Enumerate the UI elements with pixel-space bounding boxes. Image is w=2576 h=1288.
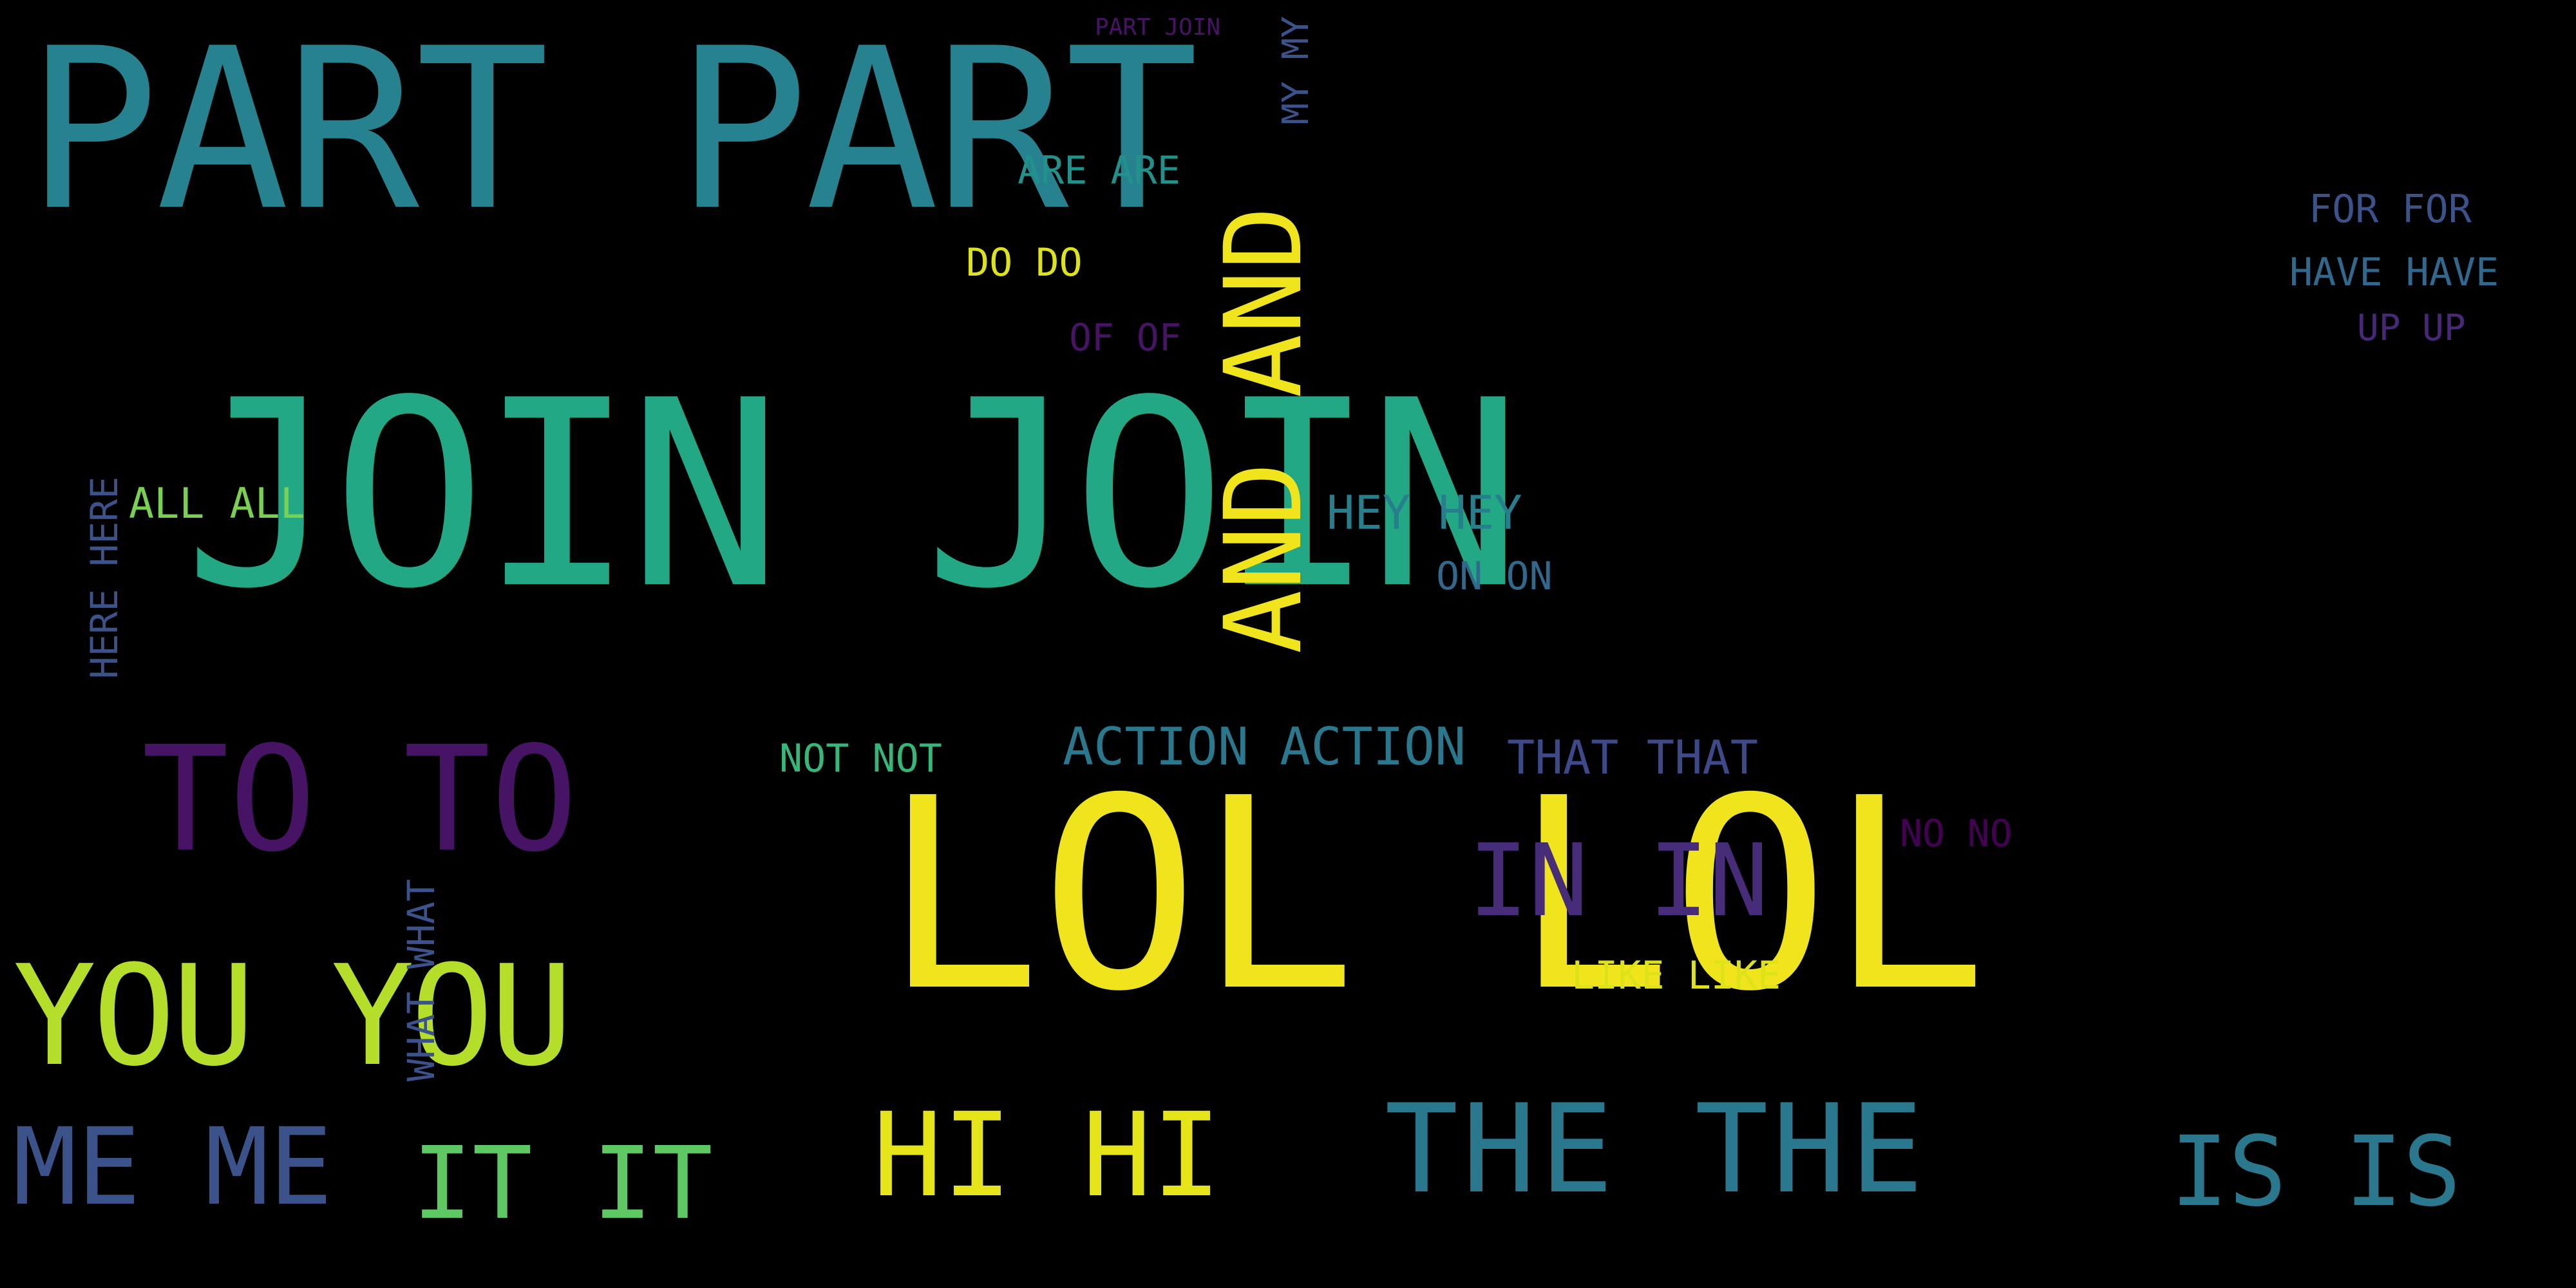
word-here: HERE HERE (82, 477, 126, 679)
word-action: ACTION ACTION (1063, 717, 1466, 777)
word-part: PART PART (26, 1, 1198, 260)
word-no: NO NO (1900, 811, 2012, 855)
word-you: YOU YOU (13, 935, 573, 1097)
word-all: ALL ALL (129, 480, 305, 528)
word-have: HAVE HAVE (2289, 250, 2499, 295)
word-hi: HI HI (873, 1088, 1222, 1223)
word-part-join: PART JOIN (1095, 14, 1221, 41)
word-lol: LOL LOL (882, 741, 1987, 1049)
word-up: UP UP (2357, 307, 2466, 349)
word-hey: HEY HEY (1327, 486, 1522, 540)
word-like: LIKE LIKE (1571, 953, 1781, 998)
word-the: THE THE (1385, 1078, 1927, 1220)
word-in: IN IN (1468, 822, 1769, 939)
word-not: NOT NOT (779, 736, 942, 781)
word-that: THAT THAT (1507, 730, 1759, 784)
word-are: ARE ARE (1018, 148, 1180, 193)
word-what: WHAT WHAT (399, 879, 443, 1082)
word-is: IS IS (2170, 1116, 2461, 1228)
word-me: ME ME (13, 1105, 333, 1229)
word-it: IT IT (412, 1125, 713, 1242)
word-of: OF OF (1069, 316, 1182, 359)
word-join: JOIN JOIN (184, 346, 1522, 645)
word-to: TO TO (142, 715, 578, 884)
word-my: MY MY (1275, 16, 1317, 125)
word-on: ON ON (1436, 554, 1553, 599)
word-for: FOR FOR (2309, 187, 2472, 232)
word-do: DO DO (966, 240, 1083, 285)
word-and: AND AND (1202, 206, 1325, 654)
